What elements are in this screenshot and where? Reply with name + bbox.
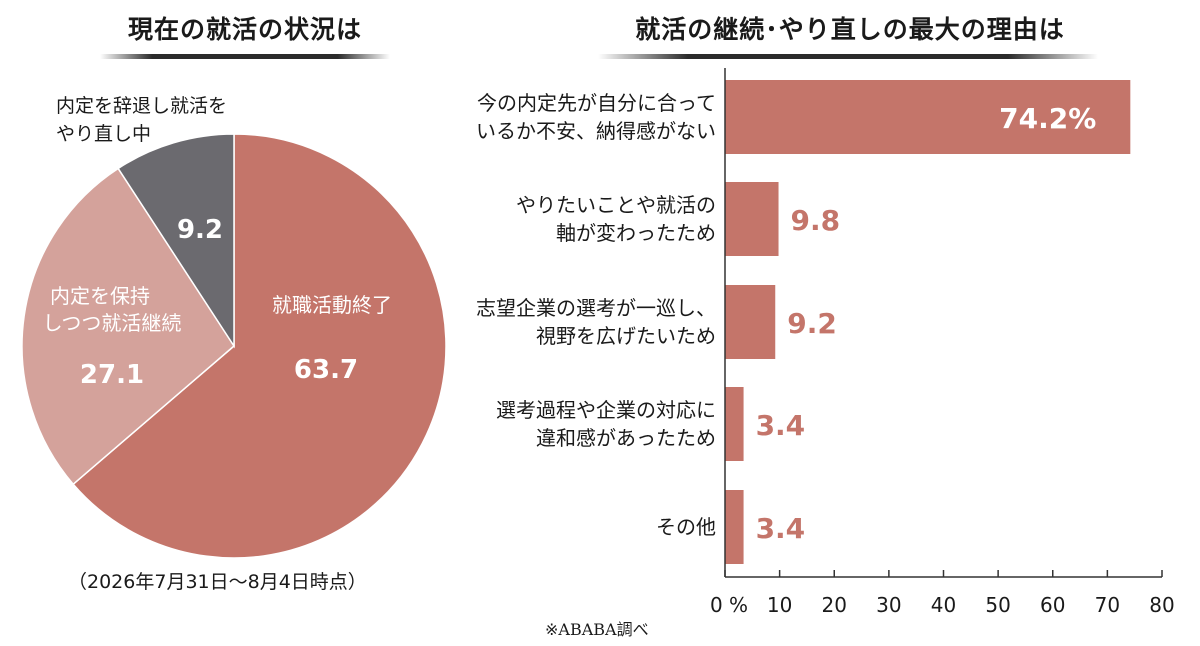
- bar: [725, 387, 744, 461]
- bar-category-label: 選考過程や企業の対応に: [496, 398, 716, 422]
- bar-category-label: 今の内定先が自分に合って: [477, 91, 716, 115]
- bar-title-underline: [598, 54, 1098, 59]
- pie-slice-value: 27.1: [80, 360, 144, 390]
- pie-chart-title: 現在の就活の状況は: [127, 15, 362, 44]
- bar-chart-title: 就活の継続･やり直しの最大の理由は: [635, 15, 1065, 44]
- bar-category-label: 違和感があったため: [536, 426, 716, 450]
- bar-category-label: その他: [656, 515, 716, 539]
- pie-slice-label: 就職活動終了: [272, 293, 392, 317]
- x-tick-label: 50: [985, 593, 1010, 617]
- bar: [725, 285, 776, 359]
- pie-slice: [21, 167, 235, 486]
- pie-slice-value: 9.2: [177, 215, 223, 245]
- bar-value-label: 3.4: [756, 512, 806, 545]
- x-tick-label: 20: [822, 593, 847, 617]
- pie-title-underline: [100, 54, 390, 59]
- pie-slice-label: 内定を保持: [50, 284, 150, 308]
- bar-category-label: いるか不安、納得感がない: [476, 119, 716, 143]
- x-tick-label: 70: [1095, 593, 1120, 617]
- bar-category-label: 志望企業の選考が一巡し、: [476, 296, 716, 320]
- bar-value-label: 3.4: [756, 409, 806, 442]
- survey-date-note: （2026年7月31日～8月4日時点）: [68, 571, 367, 593]
- x-tick-label: 40: [931, 593, 956, 617]
- bar: [725, 490, 744, 564]
- pie-slice-label: やり直し中: [56, 123, 151, 145]
- bar-category-label: 視野を広げたいため: [536, 324, 716, 348]
- bar-value-label: 74.2%: [999, 102, 1096, 135]
- bar-category-label: 軸が変わったため: [556, 221, 716, 245]
- pie-slice-label: しつつ就活継続: [43, 311, 182, 335]
- bar-value-label: 9.2: [787, 307, 837, 340]
- pie-slice-label: 内定を辞退し就活を: [56, 95, 227, 117]
- source-note: ※ABABA調べ: [545, 620, 649, 639]
- pie-slice: [117, 133, 235, 349]
- x-tick-label: 0 %: [710, 593, 748, 617]
- x-tick-label: 10: [767, 593, 792, 617]
- x-tick-label: 80: [1149, 593, 1174, 617]
- bar-category-label: やりたいことや就活の: [516, 193, 716, 217]
- x-tick-label: 60: [1040, 593, 1065, 617]
- bar-value-label: 9.8: [791, 204, 841, 237]
- bar: [725, 80, 1131, 154]
- pie-slice-value: 63.7: [294, 355, 358, 385]
- bar: [725, 182, 779, 256]
- x-tick-label: 30: [876, 593, 901, 617]
- pie-slice: [72, 133, 447, 559]
